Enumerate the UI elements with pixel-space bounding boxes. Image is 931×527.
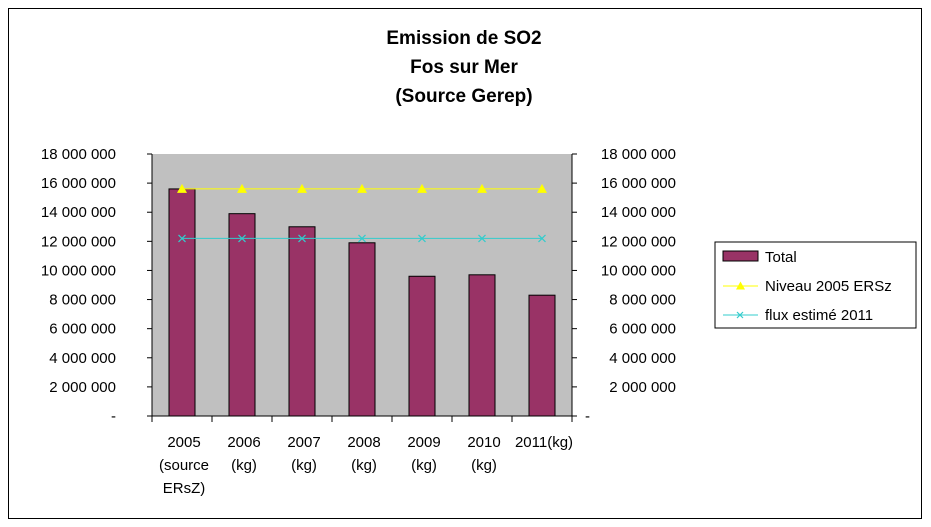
category-label: 2005 <box>167 434 200 451</box>
category-label: 2010 <box>467 434 500 451</box>
bar-total-6 <box>528 294 556 417</box>
legend-marker-x <box>736 311 744 319</box>
category-label: 2007 <box>287 434 320 451</box>
chart-title-line-1: Emission de SO2 <box>386 28 541 49</box>
category-label: (kg) <box>291 457 317 474</box>
category-axis-labels: 2005 (source ERsZ) 2006 (kg) 2007 (kg) 2008 (kg)… <box>159 434 573 497</box>
right-tick-label: 10 000 000 <box>601 262 676 279</box>
left-tick-label: 2 000 000 <box>49 379 116 396</box>
right-tick-label: 14 000 000 <box>601 204 676 221</box>
axes <box>147 153 577 422</box>
left-tick-label: 4 000 000 <box>49 350 116 367</box>
category-label: 2006 <box>227 434 260 451</box>
right-axis-tick-labels: - 2 000 000 4 000 000 6 000 000 8 000 000 10 … <box>585 146 676 425</box>
marker-x <box>238 234 246 243</box>
right-tick-label: 2 000 000 <box>609 379 676 396</box>
left-tick-label: 16 000 000 <box>41 175 116 192</box>
line-series <box>177 183 547 243</box>
category-label: (kg) <box>471 457 497 474</box>
marker-triangle <box>297 183 307 193</box>
marker-triangle <box>357 183 367 193</box>
left-tick-label: 12 000 000 <box>41 233 116 250</box>
bar-total-5 <box>468 274 496 417</box>
category-label: (kg) <box>351 457 377 474</box>
left-tick-label: - <box>111 408 116 425</box>
bar-series <box>168 188 556 417</box>
marker-x <box>538 234 546 243</box>
marker-triangle <box>417 183 427 193</box>
left-tick-label: 10 000 000 <box>41 262 116 279</box>
marker-triangle <box>537 183 547 193</box>
left-axis-tick-labels: - 2 000 000 4 000 000 6 000 000 8 000 000 10 … <box>41 146 116 425</box>
left-tick-label: 8 000 000 <box>49 292 116 309</box>
left-tick-label: 14 000 000 <box>41 204 116 221</box>
marker-x <box>178 234 186 243</box>
left-tick-label: 6 000 000 <box>49 321 116 338</box>
marker-x <box>358 234 366 243</box>
right-tick-label: 16 000 000 <box>601 175 676 192</box>
category-label: ERsZ) <box>163 480 206 497</box>
category-label: (source <box>159 457 209 474</box>
right-tick-label: 8 000 000 <box>609 292 676 309</box>
legend: Total Niveau 2005 ERSz flux estimé 2011 <box>714 241 917 329</box>
category-label: 2008 <box>347 434 380 451</box>
bar-total-3 <box>348 242 376 417</box>
bar-total-0 <box>168 188 196 417</box>
left-tick-label: 18 000 000 <box>41 146 116 163</box>
marker-triangle <box>477 183 487 193</box>
bar-total-4 <box>408 275 436 417</box>
marker-x <box>298 234 306 243</box>
right-tick-label: 18 000 000 <box>601 146 676 163</box>
legend-label-total: Total <box>765 249 797 266</box>
right-tick-label: - <box>585 408 590 425</box>
bar-total-1 <box>228 213 256 417</box>
legend-swatch-total <box>722 250 759 262</box>
chart-title-line-2: Fos sur Mer <box>410 57 518 78</box>
legend-marker-triangle <box>736 281 745 290</box>
bar-total-2 <box>288 226 316 417</box>
right-tick-label: 12 000 000 <box>601 233 676 250</box>
marker-triangle <box>237 183 247 193</box>
category-label: 2011(kg) <box>515 434 573 451</box>
right-tick-label: 6 000 000 <box>609 321 676 338</box>
marker-x <box>478 234 486 243</box>
marker-triangle <box>177 183 187 193</box>
category-label: 2009 <box>407 434 440 451</box>
chart-title: Emission de SO2 Fos sur Mer (Source Gere… <box>386 28 541 107</box>
chart-title-line-3: (Source Gerep) <box>395 86 532 107</box>
marker-x <box>418 234 426 243</box>
legend-label-niveau-2005: Niveau 2005 ERSz <box>765 278 892 295</box>
category-label: (kg) <box>411 457 437 474</box>
category-label: (kg) <box>231 457 257 474</box>
legend-label-flux-2011: flux estimé 2011 <box>765 307 873 324</box>
right-tick-label: 4 000 000 <box>609 350 676 367</box>
